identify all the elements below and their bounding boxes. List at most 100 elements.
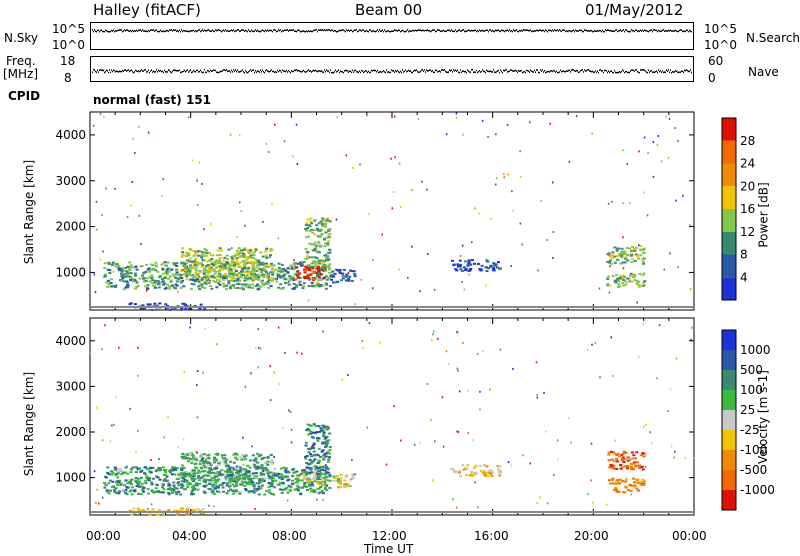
scatter-cell	[459, 255, 462, 258]
data-cell	[311, 267, 315, 270]
data-cell	[199, 262, 203, 265]
data-cell	[479, 464, 483, 467]
data-cell	[308, 225, 312, 228]
nsky-point	[382, 29, 383, 31]
cpid-label: CPID	[8, 89, 41, 103]
data-cell	[244, 472, 248, 475]
freq-point	[202, 71, 203, 74]
freq-point	[512, 70, 513, 72]
data-cell	[249, 251, 253, 254]
data-cell	[642, 480, 646, 483]
data-cell	[194, 257, 198, 260]
freq-point	[579, 71, 580, 73]
data-cell	[205, 249, 209, 252]
data-cell	[151, 279, 155, 282]
data-cell	[312, 478, 316, 481]
nsky-point	[144, 30, 145, 32]
nsky-point	[331, 29, 332, 31]
data-cell	[153, 279, 157, 282]
data-cell	[187, 252, 191, 255]
nsky-point	[450, 30, 451, 32]
nsky-point	[473, 29, 474, 32]
data-cell	[138, 485, 142, 488]
data-cell	[459, 475, 463, 478]
nsky-point	[522, 30, 523, 32]
nsky-point	[651, 29, 652, 31]
freq-point	[374, 69, 375, 72]
data-cell	[124, 270, 128, 273]
freq-point	[196, 69, 197, 72]
data-cell	[144, 271, 148, 274]
data-cell	[634, 246, 638, 249]
nsky-point	[419, 29, 420, 31]
scatter-cell	[176, 512, 178, 515]
data-cell	[315, 227, 319, 230]
freq-point	[245, 69, 246, 72]
nsky-point	[552, 29, 553, 31]
freq-point	[529, 71, 530, 73]
data-cell	[618, 455, 622, 458]
data-cell	[194, 271, 198, 274]
data-cell	[284, 278, 288, 281]
data-cell	[344, 275, 348, 278]
data-cell	[180, 270, 184, 273]
scatter-cell	[495, 177, 498, 180]
nsky-point	[458, 29, 459, 32]
data-cell	[183, 453, 187, 456]
data-cell	[615, 273, 619, 276]
data-cell	[137, 492, 141, 495]
nsky-point	[494, 30, 495, 33]
data-cell	[465, 474, 469, 477]
data-cell	[150, 274, 154, 277]
data-cell	[616, 255, 620, 258]
freq-point	[348, 71, 349, 73]
nsky-point	[226, 30, 227, 32]
nsky-point	[160, 29, 161, 32]
data-cell	[165, 268, 169, 271]
freq-point	[273, 70, 274, 73]
data-cell	[184, 457, 188, 460]
data-cell	[273, 472, 277, 475]
nsky-point	[146, 30, 147, 33]
colorbar-swatch	[722, 350, 736, 370]
nsky-point	[658, 29, 659, 32]
data-cell	[251, 266, 255, 269]
nsky-point	[107, 30, 108, 33]
data-cell	[303, 455, 307, 458]
data-cell	[191, 274, 195, 277]
data-cell	[156, 513, 160, 516]
colorbar-swatch	[722, 410, 736, 430]
data-cell	[327, 266, 331, 269]
data-cell	[183, 479, 187, 482]
data-cell	[251, 272, 255, 275]
data-cell	[321, 482, 325, 485]
scatter-cell	[689, 224, 691, 227]
data-cell	[275, 280, 279, 283]
data-cell	[468, 268, 472, 271]
data-cell	[258, 466, 262, 469]
data-cell	[201, 259, 205, 262]
freq-point	[248, 71, 249, 73]
data-cell	[213, 479, 217, 482]
data-cell	[307, 235, 311, 238]
data-cell	[313, 277, 317, 280]
freq-point	[621, 70, 622, 73]
scatter-cell	[642, 323, 644, 326]
scatter-cell	[476, 352, 479, 355]
nsky-point	[569, 29, 570, 32]
scatter-cell	[93, 273, 95, 276]
scatter-cell	[307, 299, 310, 302]
scatter-cell	[445, 133, 448, 136]
nsky-point	[478, 30, 479, 33]
data-cell	[104, 476, 108, 479]
nave-label: Nave	[748, 65, 779, 79]
freq-point	[507, 71, 508, 73]
nsky-point	[652, 30, 653, 33]
freq-point	[689, 70, 690, 73]
nsky-point	[663, 29, 664, 31]
data-cell	[452, 263, 456, 266]
scatter-cell	[614, 439, 617, 442]
data-cell	[195, 483, 199, 486]
nsky-point	[608, 29, 609, 32]
data-cell	[206, 281, 210, 284]
